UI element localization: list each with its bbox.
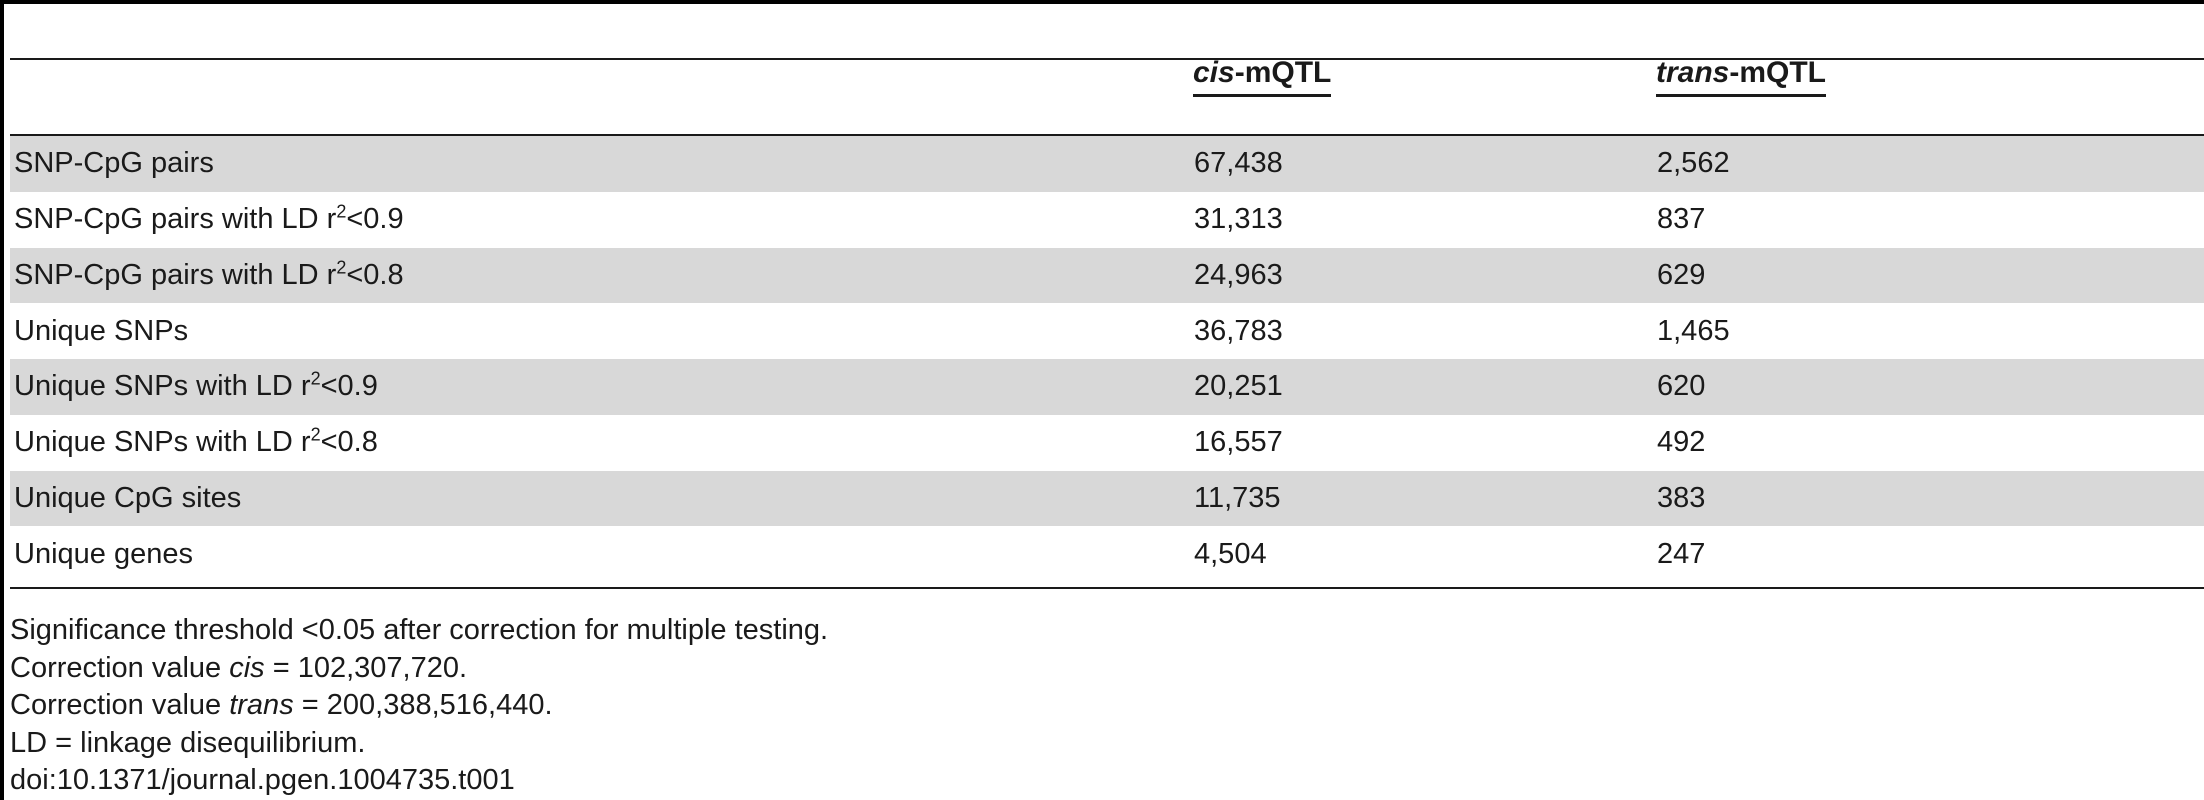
table-row: SNP-CpG pairs with LD r2<0.8 24,963 629 (10, 247, 2204, 304)
trans-value: 383 (1653, 470, 2204, 527)
row-label: SNP-CpG pairs with LD r2<0.9 (14, 201, 404, 236)
table-row: SNP-CpG pairs with LD r2<0.9 31,313 837 (10, 192, 2204, 248)
row-label: SNP-CpG pairs with LD r2<0.8 (10, 247, 1190, 304)
table-top-rule (10, 58, 2204, 60)
row-label: Unique SNPs (14, 314, 189, 347)
cis-value: 24,963 (1190, 247, 1653, 304)
note-correction-trans: Correction value trans = 200,388,516,440… (10, 689, 553, 721)
row-label: Unique genes (14, 537, 193, 570)
cis-value: 67,438 (1190, 136, 1653, 192)
row-label: Unique SNPs with LD r2<0.8 (14, 424, 378, 459)
table-row: Unique SNPs with LD r2<0.9 20,251 620 (10, 359, 2204, 415)
table-row: SNP-CpG pairs 67,438 2,562 (10, 136, 2204, 192)
mqtl-summary-table: SNP-CpG pairs 67,438 2,562 SNP-CpG pairs wi… (10, 136, 2204, 582)
header-cis-mqtl: cis-mQTL (1193, 58, 1332, 128)
row-label: Unique SNPs with LD r2<0.9 (10, 359, 1190, 415)
row-label: Unique CpG sites (10, 470, 1190, 527)
note-correction-cis: Correction value cis = 102,307,720. (10, 651, 468, 684)
cis-value: 36,783 (1194, 314, 1283, 347)
frame-left-border (0, 0, 4, 800)
trans-value: 247 (1657, 537, 1706, 570)
note-doi: doi:10.1371/journal.pgen.1004735.t001 (10, 764, 515, 796)
header-trans-mqtl: trans-mQTL (1656, 58, 1827, 128)
cis-value: 20,251 (1190, 359, 1653, 415)
trans-value: 620 (1653, 359, 2204, 415)
note-significance: Significance threshold <0.05 after corre… (10, 614, 829, 646)
table-row: Unique SNPs with LD r2<0.8 16,557 492 (10, 415, 2204, 471)
note-ld-definition: LD = linkage disequilibrium. (10, 726, 366, 759)
table-bottom-rule (10, 587, 2204, 589)
table-footnotes: Significance threshold <0.05 after corre… (10, 612, 828, 800)
row-label: SNP-CpG pairs (10, 136, 1190, 192)
trans-value: 837 (1657, 203, 1706, 236)
cis-value: 16,557 (1194, 426, 1283, 459)
table-row: Unique SNPs 36,783 1,465 (10, 303, 2204, 359)
cis-value: 31,313 (1194, 203, 1283, 236)
header-bottom-rule (10, 134, 2204, 136)
cis-value: 11,735 (1190, 470, 1653, 527)
trans-value: 492 (1657, 426, 1706, 459)
trans-value: 629 (1653, 247, 2204, 304)
table-row: Unique CpG sites 11,735 383 (10, 470, 2204, 527)
trans-value: 2,562 (1653, 136, 2204, 192)
trans-value: 1,465 (1657, 314, 1730, 347)
frame-top-border (0, 0, 2204, 4)
cis-value: 4,504 (1194, 537, 1267, 570)
table-row: Unique genes 4,504 247 (10, 526, 2204, 582)
